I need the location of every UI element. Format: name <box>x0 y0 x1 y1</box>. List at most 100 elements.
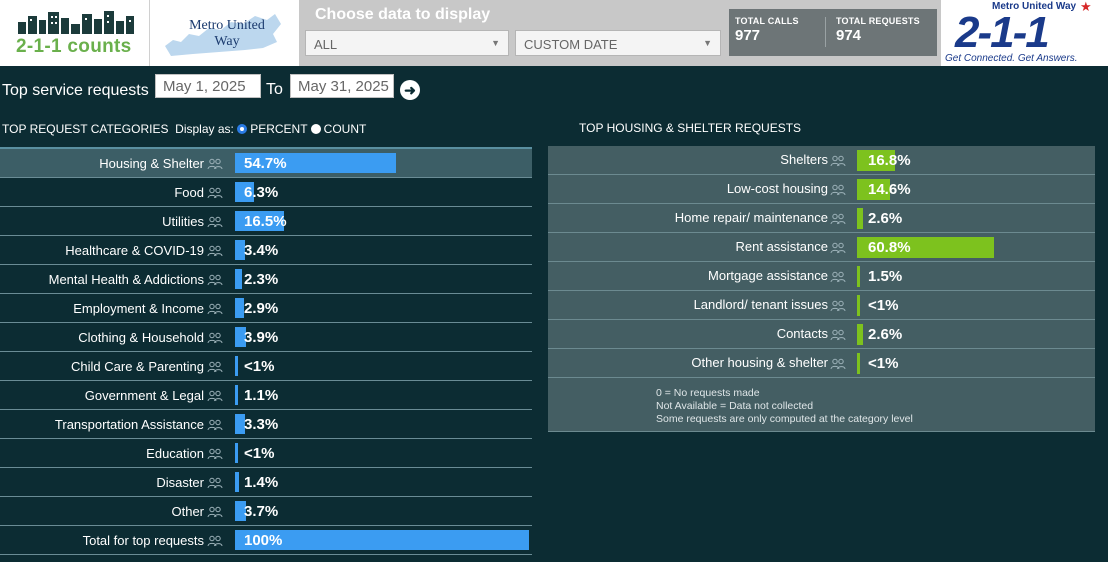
category-label: Total for top requests <box>82 533 204 548</box>
percent-bar <box>235 269 242 289</box>
people-icon[interactable] <box>207 157 223 170</box>
percent-value: 2.3% <box>244 271 279 288</box>
total-requests: TOTAL REQUESTS 974 <box>836 16 920 44</box>
category-label: Employment & Income <box>73 301 204 316</box>
percent-value: 2.6% <box>868 326 903 343</box>
people-icon[interactable] <box>207 244 223 257</box>
percent-value: 14.6% <box>868 181 911 198</box>
percent-value: 1.4% <box>244 474 279 491</box>
table-row[interactable]: Mental Health & Addictions 2.3% <box>0 265 532 294</box>
table-row[interactable]: Disaster 1.4% <box>0 468 532 497</box>
start-date-input[interactable]: May 1, 2025 <box>155 74 261 98</box>
table-row[interactable]: Other housing & shelter <1% <box>548 349 1095 378</box>
percent-bar <box>235 501 246 521</box>
total-requests-value: 974 <box>836 27 862 44</box>
people-icon[interactable] <box>207 534 223 547</box>
table-row[interactable]: Mortgage assistance 1.5% <box>548 262 1095 291</box>
logo-211-counts[interactable]: 2-1-1 counts <box>0 0 150 66</box>
category-label: Disaster <box>156 475 204 490</box>
table-row[interactable]: Food 6.3% <box>0 178 532 207</box>
percent-bar <box>857 324 863 345</box>
table-row[interactable]: Healthcare & COVID-19 3.4% <box>0 236 532 265</box>
top-housing-heading: TOP HOUSING & SHELTER REQUESTS <box>579 121 802 135</box>
housing-request-label: Home repair/ maintenance <box>674 210 828 225</box>
total-calls-value: 977 <box>735 27 761 44</box>
housing-request-label: Mortgage assistance <box>708 268 828 283</box>
people-icon[interactable] <box>207 331 223 344</box>
table-row[interactable]: Total for top requests 100% <box>0 526 532 555</box>
percent-bar <box>235 443 238 463</box>
people-icon[interactable] <box>207 360 223 373</box>
count-radio[interactable] <box>310 124 321 134</box>
note-line: Not Available = Data not collected <box>656 400 814 412</box>
table-row[interactable]: Child Care & Parenting <1% <box>0 352 532 381</box>
percent-bar <box>857 266 860 287</box>
table-row[interactable]: Transportation Assistance 3.3% <box>0 410 532 439</box>
percent-value: 2.9% <box>244 300 279 317</box>
percent-value: <1% <box>244 358 275 375</box>
people-icon[interactable] <box>830 328 846 341</box>
people-icon[interactable] <box>207 215 223 228</box>
brand-211-counts: 2-1-1 counts <box>16 36 132 57</box>
people-icon[interactable] <box>207 447 223 460</box>
table-row[interactable]: Shelters 16.8% <box>548 146 1095 175</box>
table-row[interactable]: Clothing & Household 3.9% <box>0 323 532 352</box>
totals-panel: TOTAL CALLS 977 TOTAL REQUESTS 974 <box>729 9 937 56</box>
percent-bar <box>857 150 895 171</box>
people-icon[interactable] <box>207 476 223 489</box>
people-icon[interactable] <box>830 357 846 370</box>
table-row[interactable]: Government & Legal 1.1% <box>0 381 532 410</box>
table-row[interactable]: Housing & Shelter 54.7% <box>0 149 532 178</box>
people-icon[interactable] <box>830 212 846 225</box>
people-icon[interactable] <box>207 389 223 402</box>
note-line: 0 = No requests made <box>656 387 760 399</box>
end-date-input[interactable]: May 31, 2025 <box>290 74 394 98</box>
table-row[interactable]: Other 3.7% <box>0 497 532 526</box>
housing-request-label: Landlord/ tenant issues <box>693 297 828 312</box>
controls-title: Choose data to display <box>315 6 491 23</box>
arrow-right-circle-icon[interactable]: ➜ <box>400 80 420 100</box>
people-icon[interactable] <box>830 270 846 283</box>
people-icon[interactable] <box>830 299 846 312</box>
category-label: Education <box>146 446 204 461</box>
header: 2-1-1 counts Metro United Way Choose dat… <box>0 0 1108 66</box>
table-row[interactable]: Education <1% <box>0 439 532 468</box>
percent-bar <box>857 295 860 316</box>
percent-bar <box>857 208 863 229</box>
date-range-select[interactable]: CUSTOM DATE ▼ <box>515 30 721 56</box>
percent-bar <box>235 414 245 434</box>
percent-bar <box>235 182 254 202</box>
people-icon[interactable] <box>207 302 223 315</box>
percent-value: 3.4% <box>244 242 279 259</box>
percent-label[interactable]: PERCENT <box>250 122 308 136</box>
percent-value: 3.7% <box>244 503 279 520</box>
category-label: Mental Health & Addictions <box>48 272 204 287</box>
logo-metro-united-way[interactable]: Metro United Way <box>151 0 299 66</box>
percent-value: 1.1% <box>244 387 279 404</box>
table-row[interactable]: Home repair/ maintenance 2.6% <box>548 204 1095 233</box>
category-label: Healthcare & COVID-19 <box>65 243 204 258</box>
people-icon[interactable] <box>830 241 846 254</box>
people-icon[interactable] <box>830 154 846 167</box>
table-row[interactable]: Contacts 2.6% <box>548 320 1095 349</box>
count-label[interactable]: COUNT <box>323 122 367 136</box>
area-select[interactable]: ALL ▼ <box>305 30 509 56</box>
table-row[interactable]: Employment & Income 2.9% <box>0 294 532 323</box>
table-row[interactable]: Utilities 16.5% <box>0 207 532 236</box>
percent-value: 1.5% <box>868 268 903 285</box>
percent-bar <box>857 179 890 200</box>
table-row[interactable]: Landlord/ tenant issues <1% <box>548 291 1095 320</box>
people-icon[interactable] <box>207 273 223 286</box>
percent-value: 3.3% <box>244 416 279 433</box>
people-icon[interactable] <box>830 183 846 196</box>
table-row[interactable]: Low-cost housing 14.6% <box>548 175 1095 204</box>
people-icon[interactable] <box>207 505 223 518</box>
logo-211[interactable]: Metro United Way ★ 2-1-1 Get Connected. … <box>941 0 1108 66</box>
chevron-down-icon: ▼ <box>491 38 500 48</box>
people-icon[interactable] <box>207 186 223 199</box>
star-icon: ★ <box>1080 0 1092 14</box>
table-row[interactable]: Rent assistance 60.8% <box>548 233 1095 262</box>
percent-radio[interactable] <box>237 124 248 134</box>
percent-value: 16.5% <box>244 213 287 230</box>
people-icon[interactable] <box>207 418 223 431</box>
